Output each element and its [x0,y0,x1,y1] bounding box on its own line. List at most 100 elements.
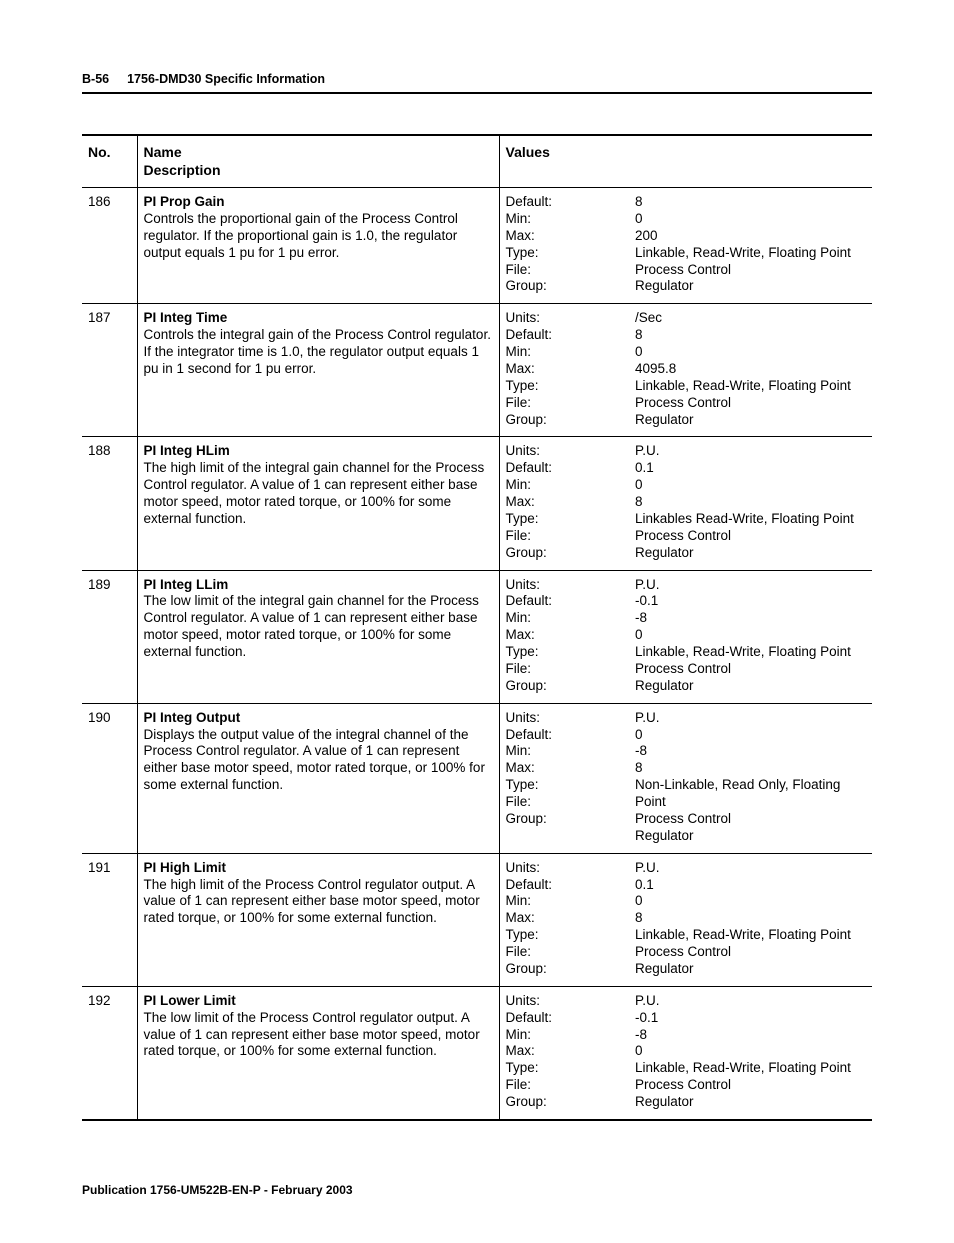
page-ref: B-56 [82,72,109,86]
cell-no: 189 [82,570,137,703]
value-key: File: [506,528,624,545]
param-desc: The high limit of the integral gain chan… [144,460,485,526]
value-key: Min: [506,211,624,228]
value-key: Type: [506,245,624,262]
param-name: PI Prop Gain [144,194,225,209]
value-key: Max: [506,627,624,644]
value-val: Process Control [635,811,866,828]
value-val: 0 [635,477,866,494]
value-key: Group: [506,961,624,978]
value-key: Units: [506,993,624,1010]
value-key: Group: [506,1094,624,1111]
cell-value-keys: Units:Default:Min:Max:Type:File:Group: [499,853,629,986]
value-val: 8 [635,494,866,511]
value-val: 0 [635,627,866,644]
table-row: 187PI Integ TimeControls the integral ga… [82,304,872,437]
value-key: File: [506,944,624,961]
param-name: PI Integ HLim [144,443,230,458]
cell-no: 188 [82,437,137,570]
value-key: Min: [506,610,624,627]
table-header-row: No. Name Description Values [82,135,872,188]
value-key: Max: [506,494,624,511]
value-val: Linkable, Read-Write, Floating Point [635,245,866,262]
table-row: 192PI Lower LimitThe low limit of the Pr… [82,986,872,1120]
param-desc: Displays the output value of the integra… [144,727,485,793]
value-key: Type: [506,1060,624,1077]
table-row: 190 PI Integ Output Displays the output va… [82,703,872,853]
value-val: Linkable, Read-Write, Floating Point [635,644,866,661]
value-val: -0.1 [635,593,866,610]
value-val: Process Control [635,262,866,279]
table-row: 186 PI Prop Gain Controls the proportional… [82,188,872,304]
cell-name-desc: PI Integ TimeControls the integral gain … [137,304,499,437]
table-row: 188 PI Integ HLim The high limit of the in… [82,437,872,570]
value-key: Default: [506,877,624,894]
cell-name-desc: PI Integ HLim The high limit of the integ… [137,437,499,570]
cell-value-vals: 80200Linkable, Read-Write, Floating Poin… [629,188,872,304]
value-val: -8 [635,743,866,760]
col-values: Values [499,135,872,188]
value-val: 0.1 [635,460,866,477]
cell-value-vals: /Sec804095.8Linkable, Read-Write, Floati… [629,304,872,437]
value-val: 0.1 [635,877,866,894]
col-name: Name Description [137,135,499,188]
value-key: Group: [506,412,624,429]
table-row: 191PI High LimitThe high limit of the Pr… [82,853,872,986]
value-key: Default: [506,1010,624,1027]
value-val: 0 [635,727,866,744]
value-key: Type: [506,644,624,661]
param-name: PI Integ LLim [144,577,229,592]
cell-no: 190 [82,703,137,853]
page: B-56 1756-DMD30 Specific Information No.… [0,0,954,1243]
value-val: Process Control [635,1077,866,1094]
value-val: 8 [635,327,866,344]
value-key: Max: [506,1043,624,1060]
parameter-table: No. Name Description Values 186PI Prop G… [82,134,872,1121]
cell-value-vals: P.U.0.108Linkable, Read-Write, Floating … [629,853,872,986]
running-header: B-56 1756-DMD30 Specific Information [82,72,872,94]
cell-no: 187 [82,304,137,437]
value-key: Max: [506,910,624,927]
value-val: Linkable, Read-Write, Floating Point [635,927,866,944]
value-val: Non-Linkable, Read Only, Floating Point [635,777,866,811]
value-key: Group: [506,811,624,828]
param-desc: The low limit of the integral gain chann… [144,593,479,659]
cell-value-keys: Units:Default:Min:Max:Type:File:Group: [499,570,629,703]
value-val: Linkable, Read-Write, Floating Point [635,1060,866,1077]
value-val: Regulator [635,961,866,978]
value-val: Regulator [635,545,866,562]
value-key: Units: [506,860,624,877]
value-val: Regulator [635,828,866,845]
col-no: No. [82,135,137,188]
cell-name-desc: PI Prop Gain Controls the proportional ga… [137,188,499,304]
value-key: Min: [506,477,624,494]
value-key: File: [506,262,624,279]
value-val: 8 [635,194,866,211]
value-val: P.U. [635,993,866,1010]
value-val: P.U. [635,577,866,594]
value-key: Type: [506,777,624,794]
value-val: 8 [635,760,866,777]
value-key: Type: [506,927,624,944]
value-key: Group: [506,278,624,295]
value-val: 0 [635,1043,866,1060]
value-val: Regulator [635,1094,866,1111]
cell-no: 186 [82,188,137,304]
param-name: PI High Limit [144,860,227,875]
value-val: 0 [635,893,866,910]
value-key: Max: [506,760,624,777]
value-key: Type: [506,511,624,528]
value-val: -8 [635,610,866,627]
value-val: Process Control [635,395,866,412]
cell-name-desc: PI Integ Output Displays the output value… [137,703,499,853]
value-val: /Sec [635,310,866,327]
value-val: Process Control [635,944,866,961]
param-desc: Controls the proportional gain of the Pr… [144,211,458,260]
value-key: Default: [506,327,624,344]
value-val: Linkables Read-Write, Floating Point [635,511,866,528]
cell-value-keys: Default:Min:Max:Type:File:Group: [499,188,629,304]
param-name: PI Integ Output [144,710,241,725]
value-key: Units: [506,443,624,460]
value-val: P.U. [635,860,866,877]
value-key: Min: [506,893,624,910]
